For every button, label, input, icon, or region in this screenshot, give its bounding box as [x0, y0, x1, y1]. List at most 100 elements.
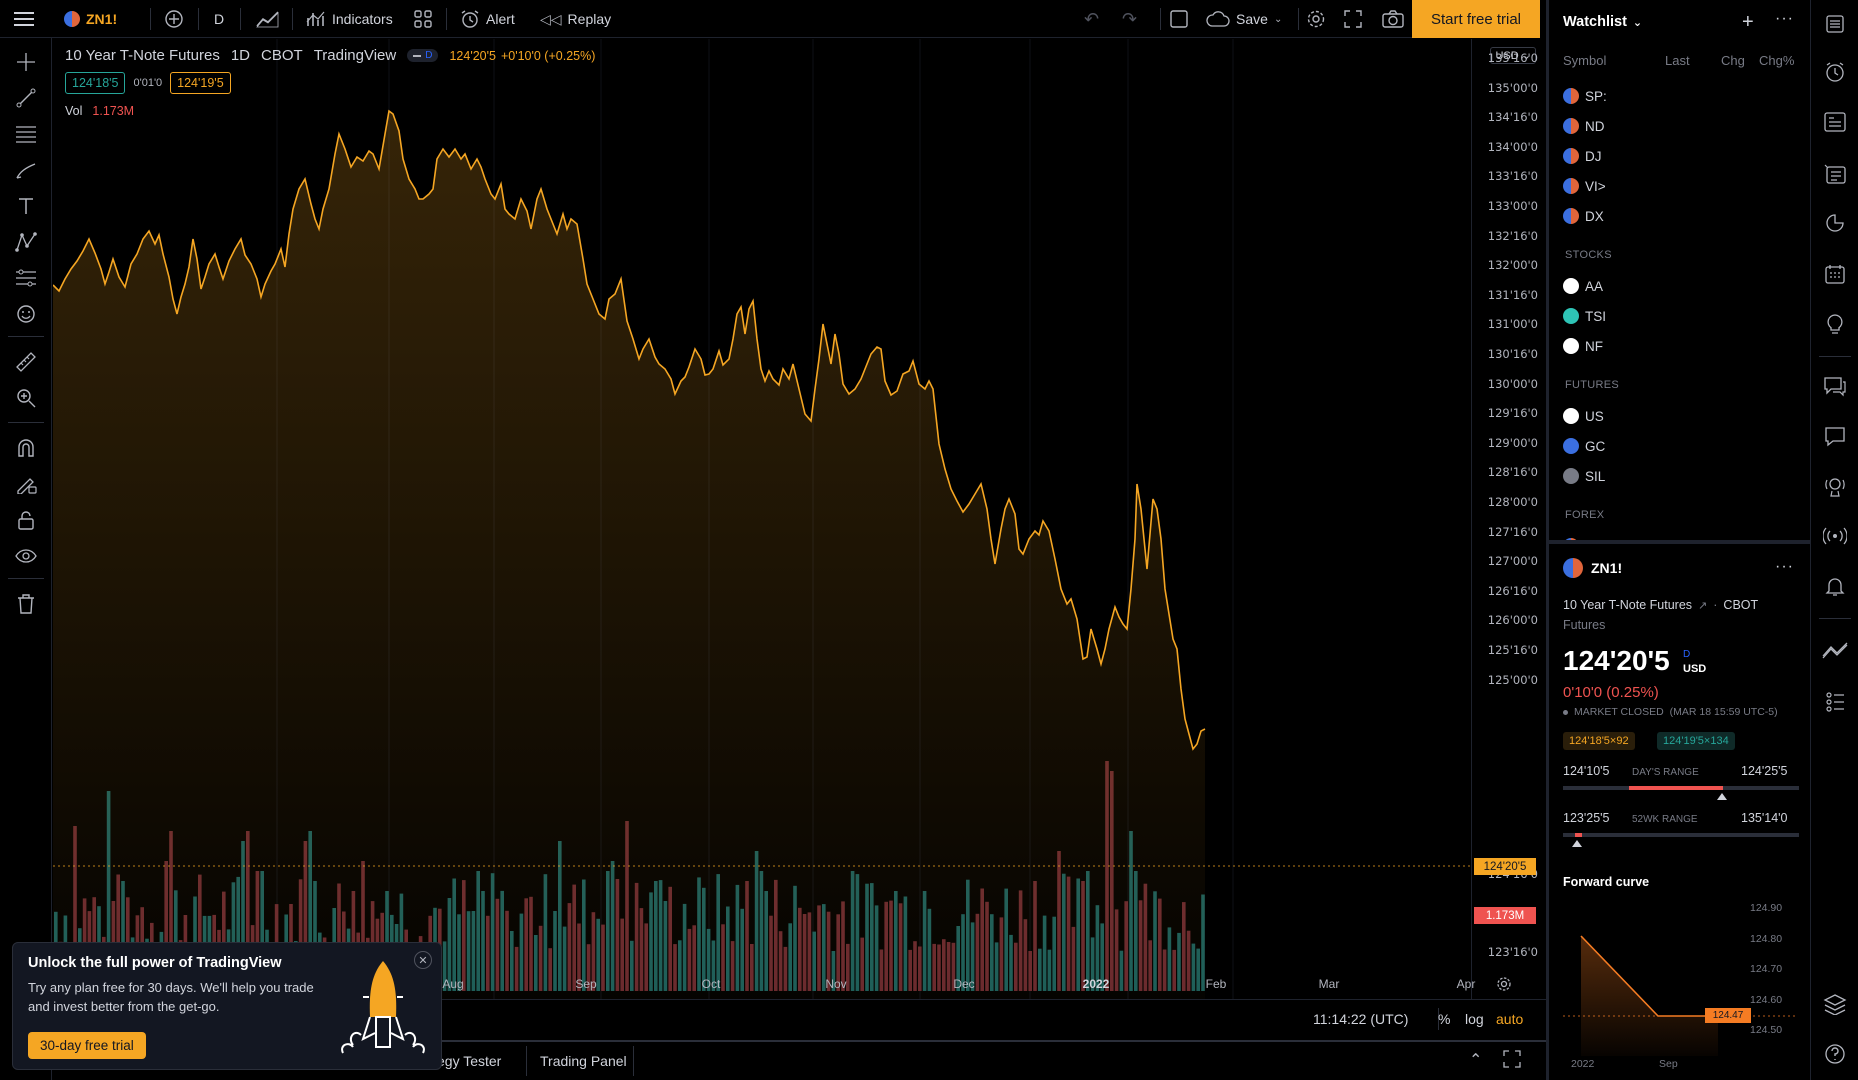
right-sidebar: [1810, 0, 1858, 1080]
free-trial-button[interactable]: 30-day free trial: [28, 1032, 146, 1059]
watchlist-row[interactable]: ND: [1563, 115, 1605, 137]
crosshair-icon[interactable]: [12, 48, 40, 76]
messages-icon[interactable]: [1821, 422, 1849, 450]
watchlist-section-label[interactable]: STOCKS: [1565, 249, 1612, 261]
redo-icon[interactable]: ↷: [1122, 8, 1138, 29]
watchlist-row[interactable]: VI>: [1563, 175, 1606, 197]
alerts-clock-icon[interactable]: [1821, 58, 1849, 86]
watchlist-row[interactable]: TSI: [1563, 305, 1606, 327]
top-toolbar: ZN1! D Indicators Alert ◁◁ Replay ↶ ↷ Sa…: [0, 0, 1540, 38]
trend-line-icon[interactable]: [12, 84, 40, 112]
details-symbol[interactable]: ZN1!: [1591, 560, 1623, 576]
legend-badge[interactable]: D: [407, 49, 439, 62]
notifications-bell-icon[interactable]: [1821, 572, 1849, 600]
external-link-icon[interactable]: ↗: [1698, 599, 1708, 612]
settings-gear-icon[interactable]: [1306, 0, 1326, 38]
price-axis-label: 129'00'0: [1487, 435, 1538, 450]
news-icon[interactable]: [1821, 160, 1849, 188]
camera-icon[interactable]: [1382, 0, 1404, 38]
watchlist-row[interactable]: DJ: [1563, 145, 1602, 167]
save-button[interactable]: Save: [1206, 0, 1268, 38]
chevron-up-icon[interactable]: ⌃: [1469, 1052, 1483, 1069]
price-axis[interactable]: USD ⌄ 135'16'0 135'00'0 134'16'0 134'00'0 13…: [1471, 39, 1546, 999]
watchlist-symbol: DX: [1585, 208, 1604, 224]
fib-retracement-icon[interactable]: [12, 120, 40, 148]
ideas-lightbulb-icon[interactable]: [1821, 310, 1849, 338]
help-icon[interactable]: [1821, 1040, 1849, 1068]
log-toggle[interactable]: log: [1465, 1011, 1484, 1027]
clock-label[interactable]: 11:14:22 (UTC): [1313, 1011, 1409, 1027]
ask-button[interactable]: 124'19'5: [170, 72, 231, 94]
compare-add-icon[interactable]: [164, 0, 184, 38]
price-chart[interactable]: [53, 39, 1471, 999]
layout-square-icon[interactable]: [1170, 0, 1188, 38]
lock-icon[interactable]: [12, 506, 40, 534]
watchlist-row[interactable]: NF: [1563, 335, 1603, 357]
currency-selector[interactable]: USD ⌄: [1490, 47, 1536, 64]
pattern-icon[interactable]: [12, 228, 40, 256]
details-price-badge: D: [1683, 649, 1691, 660]
trading-panel-chart-icon[interactable]: [1821, 636, 1849, 664]
menu-icon[interactable]: [14, 0, 34, 38]
more-options-icon[interactable]: ···: [1775, 10, 1794, 27]
watchlist-section-label[interactable]: FUTURES: [1565, 379, 1620, 391]
axis-settings-gear-icon[interactable]: [1496, 976, 1512, 995]
add-symbol-icon[interactable]: +: [1742, 11, 1754, 33]
emoji-icon[interactable]: [12, 300, 40, 328]
legend-title[interactable]: 10 Year T-Note Futures: [65, 47, 220, 64]
watchlist-title[interactable]: Watchlist ⌄: [1563, 14, 1643, 30]
dom-icon[interactable]: [1821, 688, 1849, 716]
indicators-button[interactable]: Indicators: [306, 0, 393, 38]
ruler-icon[interactable]: [12, 348, 40, 376]
chart-pane[interactable]: 10 Year T-Note Futures 1D CBOT TradingVi…: [53, 39, 1471, 999]
save-dropdown-chevron-icon[interactable]: ⌄: [1274, 13, 1283, 25]
watchlist-row[interactable]: DX: [1563, 205, 1604, 227]
broadcast-icon[interactable]: [1821, 522, 1849, 550]
close-icon[interactable]: ✕: [414, 951, 432, 969]
start-free-trial-button[interactable]: Start free trial: [1412, 0, 1540, 38]
tab-strategy-tester[interactable]: egy Tester: [437, 1053, 502, 1069]
layers-icon[interactable]: [1821, 990, 1849, 1018]
percent-toggle[interactable]: %: [1438, 1011, 1451, 1027]
column-last[interactable]: Last: [1665, 53, 1690, 68]
bid-button[interactable]: 124'18'5: [65, 72, 126, 94]
brush-icon[interactable]: [12, 156, 40, 184]
chats-icon[interactable]: [1821, 372, 1849, 400]
text-tool-icon[interactable]: [12, 192, 40, 220]
watchlist-row[interactable]: SIL: [1563, 465, 1605, 487]
streams-icon[interactable]: [1821, 472, 1849, 500]
layouts-icon[interactable]: [414, 0, 432, 38]
watchlist-row[interactable]: SP:: [1563, 85, 1607, 107]
magnet-icon[interactable]: [12, 434, 40, 462]
watchlist-row[interactable]: AA: [1563, 275, 1603, 297]
prediction-icon[interactable]: [12, 264, 40, 292]
column-chg-pct[interactable]: Chg%: [1759, 53, 1795, 68]
symbol-logo-icon: [1563, 178, 1579, 194]
column-symbol[interactable]: Symbol: [1563, 53, 1607, 68]
zoom-in-icon[interactable]: [12, 384, 40, 412]
watchlist-row[interactable]: GC: [1563, 435, 1605, 457]
promo-body-line1: Try any plan free for 30 days. We'll hel…: [28, 980, 314, 995]
data-window-icon[interactable]: [1821, 108, 1849, 136]
eye-icon[interactable]: [12, 542, 40, 570]
hotlists-icon[interactable]: [1821, 210, 1849, 238]
fullscreen-icon[interactable]: [1344, 0, 1362, 38]
calendar-icon[interactable]: [1821, 260, 1849, 288]
auto-toggle[interactable]: auto: [1496, 1011, 1524, 1027]
watchlist-section-label[interactable]: FOREX: [1565, 509, 1605, 521]
details-name[interactable]: 10 Year T-Note Futures: [1563, 598, 1693, 612]
watchlist-icon[interactable]: [1821, 10, 1849, 38]
maximize-panel-icon[interactable]: [1503, 1050, 1521, 1071]
lock-drawing-pencil-icon[interactable]: [12, 470, 40, 498]
replay-button[interactable]: ◁◁ Replay: [540, 10, 612, 28]
column-chg[interactable]: Chg: [1721, 53, 1745, 68]
alert-button[interactable]: Alert: [460, 0, 515, 38]
details-more-icon[interactable]: ···: [1775, 558, 1794, 575]
undo-icon[interactable]: ↶: [1084, 8, 1100, 29]
chart-type-icon[interactable]: [256, 0, 280, 38]
trash-icon[interactable]: [12, 590, 40, 618]
symbol-search-button[interactable]: ZN1!: [64, 0, 117, 38]
interval-button[interactable]: D: [214, 11, 225, 27]
watchlist-row[interactable]: US: [1563, 405, 1604, 427]
tab-trading-panel[interactable]: Trading Panel: [540, 1053, 627, 1069]
